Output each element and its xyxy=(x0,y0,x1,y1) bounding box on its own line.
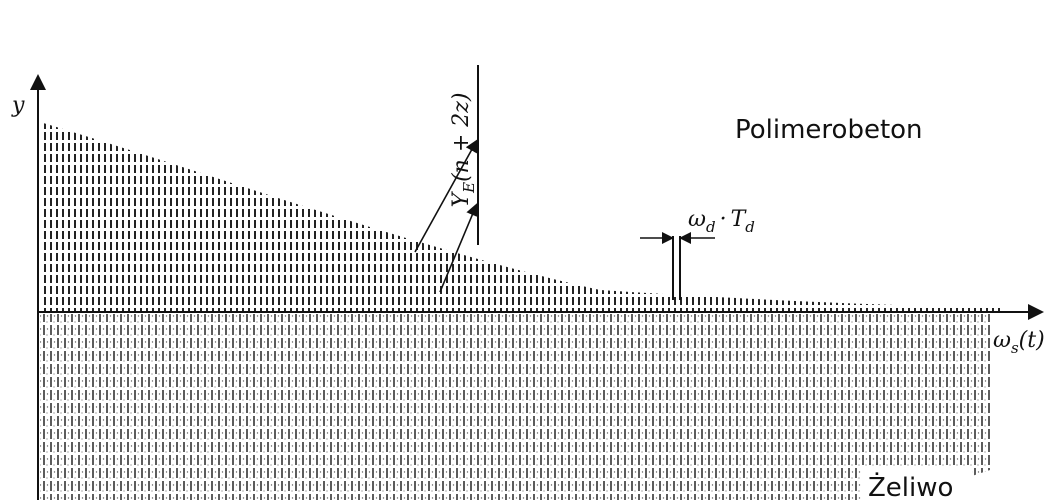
symbol: ω xyxy=(688,207,706,232)
upper-material-label: Polimerobeton xyxy=(735,115,923,145)
amplitude-label: YE(n + 2z) xyxy=(449,93,478,208)
upper-oscillation xyxy=(40,122,1000,312)
y-axis-label: y xyxy=(11,93,25,118)
lower-material-label: Żeliwo xyxy=(868,471,953,503)
subscript: d xyxy=(745,218,755,236)
x-axis-label: ωs(t) xyxy=(993,328,1045,357)
lower-oscillation xyxy=(40,314,990,500)
operator: · xyxy=(720,207,727,232)
period-label: ωd·Td xyxy=(688,207,755,236)
argument: (n + 2z) xyxy=(449,93,474,182)
diagram: y YE(n + 2z) ωd·Td ωs(t) Polimerobeton Ż… xyxy=(0,0,1050,504)
subscript: E xyxy=(460,182,478,194)
subscript: d xyxy=(706,218,716,236)
page: {"y_axis_label": "y", "x_axis_label": {"… xyxy=(0,0,1050,504)
symbol: ω xyxy=(993,328,1011,353)
argument: (t) xyxy=(1019,328,1045,353)
